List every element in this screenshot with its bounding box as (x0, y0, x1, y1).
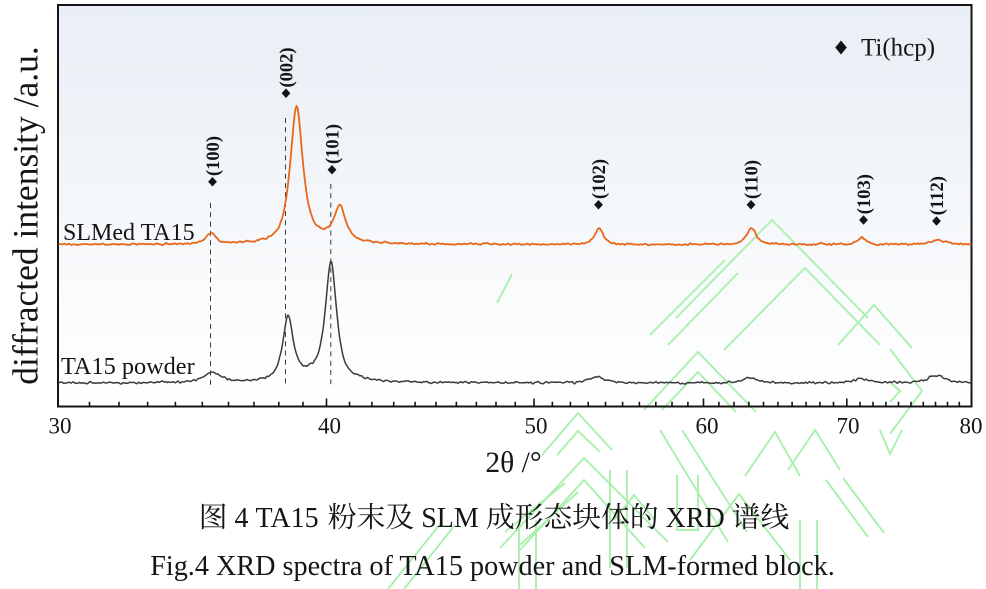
svg-text:(110): (110) (742, 160, 762, 199)
svg-text:2θ /°: 2θ /° (485, 447, 541, 479)
svg-text:SLMed TA15: SLMed TA15 (63, 220, 195, 246)
svg-text:30: 30 (49, 414, 72, 439)
svg-text:(102): (102) (590, 159, 610, 199)
svg-text:(112): (112) (928, 176, 948, 215)
svg-text:80: 80 (960, 414, 983, 439)
svg-text:diffracted intensity /a.u.: diffracted intensity /a.u. (6, 46, 46, 384)
svg-text:4 TA15: 4 TA15 (228, 503, 326, 534)
svg-text:(101): (101) (323, 124, 343, 164)
svg-text:60: 60 (696, 414, 719, 439)
svg-text:(103): (103) (855, 174, 875, 214)
svg-text:70: 70 (837, 414, 860, 439)
svg-text:(100): (100) (204, 136, 224, 176)
svg-text:SLM: SLM (414, 503, 486, 534)
svg-text:XRD: XRD (659, 503, 732, 534)
svg-text:Ti(hcp): Ti(hcp) (861, 35, 935, 62)
svg-text:Fig.4 XRD spectra of TA15 powd: Fig.4 XRD spectra of TA15 powder and SLM… (150, 551, 835, 582)
svg-text:TA15 powder: TA15 powder (61, 353, 195, 380)
svg-text:40: 40 (318, 414, 341, 439)
svg-text:50: 50 (525, 414, 548, 439)
svg-text:(002): (002) (277, 47, 297, 87)
